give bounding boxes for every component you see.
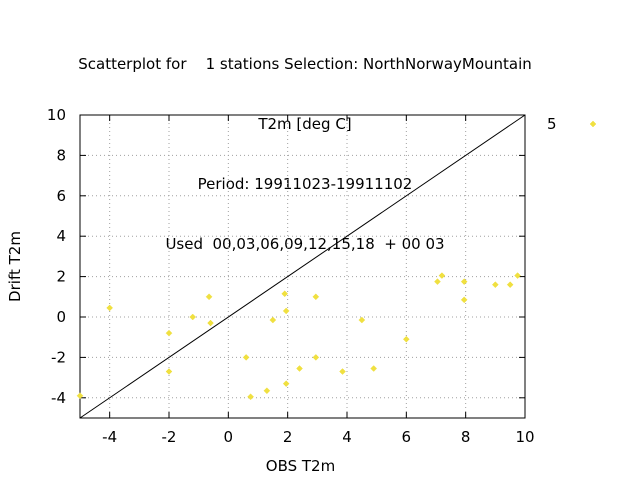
plot-frame [79,114,526,419]
data-point [263,387,271,395]
x-tick-label: -4 [102,428,117,446]
legend-marker [589,120,597,128]
title-line-3: Period: 19911023-19911102 [197,175,413,193]
y-tick-label: 8 [56,146,66,164]
data-point [402,335,410,343]
x-tick-label: 6 [402,428,412,446]
data-point [247,393,254,401]
title-line-1: Scatterplot for 1 stations Selection: No… [78,55,532,73]
data-point [312,354,320,361]
data-point [282,307,290,315]
title-line-2: T2m [deg C] [258,115,352,133]
data-point [312,293,320,301]
title-line-4: Used 00,03,06,09,12,15,18 + 00 03 [165,235,445,253]
x-tick-label: 8 [461,428,471,446]
data-point [460,278,468,286]
data-point [165,368,173,375]
y-tick-label: 0 [56,308,66,326]
plot-border [79,114,526,419]
reference-line-y-equals-x [79,114,526,419]
legend-label: 5 [547,115,557,133]
data-point [76,392,84,400]
data-point [491,281,499,289]
y-axis-label: Drift T2m [6,231,24,302]
x-tick-label: 0 [224,428,234,446]
x-tick-label: 10 [515,428,534,446]
data-point [296,365,303,372]
x-tick-label: 4 [342,428,352,446]
data-point [460,296,468,304]
data-point [205,293,213,301]
y-tick-label: 10 [47,106,66,124]
grid-lines [80,115,525,418]
data-point [269,316,277,324]
y-tick-label: 2 [56,268,66,286]
legend: 5 [547,115,597,133]
y-tick-label: -2 [51,348,66,366]
data-point [339,368,346,375]
x-axis-label: OBS T2m [266,457,335,475]
axis-ticks: -4 -2 0 2 4 6 8 10 -4 -2 0 2 4 6 8 10 [47,106,535,446]
y-tick-label: 4 [56,227,66,245]
x-tick-label: -2 [162,428,177,446]
data-point [282,380,290,388]
data-point [438,272,446,279]
reference-line-layer [79,114,526,419]
data-point [514,272,521,279]
x-tick-label: 2 [283,428,293,446]
data-point [106,304,114,312]
y-tick-label: 6 [56,187,66,205]
chart-title: Scatterplot for 1 stations Selection: No… [0,14,610,274]
data-point [434,278,441,286]
data-point [358,316,366,324]
data-point [189,313,197,321]
data-points [76,272,521,401]
data-point [242,354,250,361]
data-point [207,319,214,327]
data-point [281,290,289,298]
data-point [370,365,378,372]
data-point [165,329,173,337]
data-point [506,281,514,289]
y-tick-label: -4 [51,389,66,407]
